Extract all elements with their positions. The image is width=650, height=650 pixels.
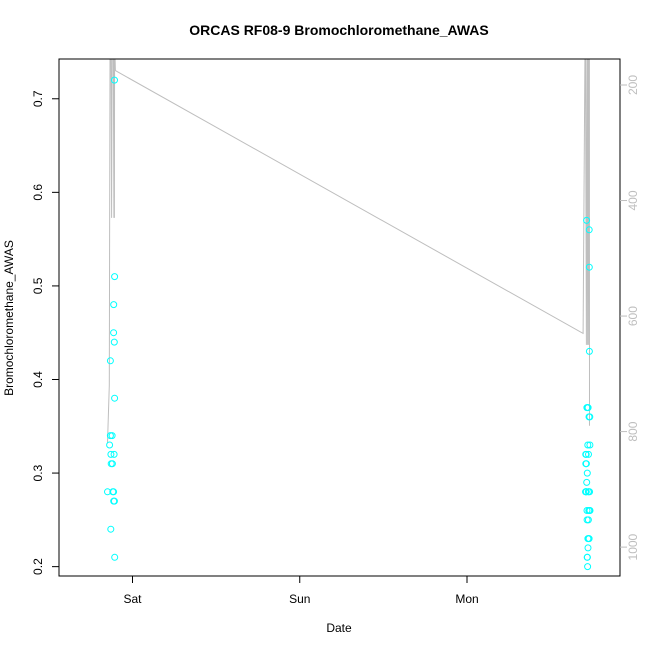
data-point bbox=[586, 441, 594, 449]
data-point bbox=[584, 544, 592, 552]
data-point bbox=[110, 338, 118, 346]
data-point bbox=[582, 488, 590, 496]
data-point bbox=[586, 413, 594, 421]
data-point bbox=[108, 432, 116, 440]
points-layer bbox=[104, 76, 594, 571]
y2-tick-label: 1000 bbox=[626, 533, 640, 560]
data-point bbox=[107, 450, 115, 458]
data-point bbox=[106, 441, 114, 449]
data-point bbox=[111, 394, 119, 402]
data-point bbox=[585, 263, 593, 271]
y2-tick-label: 200 bbox=[626, 75, 640, 95]
data-point bbox=[585, 450, 592, 458]
y-axis-label: Bromochloromethane_AWAS bbox=[2, 240, 16, 396]
data-point bbox=[583, 478, 591, 486]
data-point bbox=[108, 460, 116, 468]
y2-tick-label: 400 bbox=[626, 190, 640, 210]
data-point bbox=[586, 507, 594, 514]
data-point bbox=[582, 460, 590, 468]
x-tick-label: Sun bbox=[289, 592, 310, 606]
y-tick-label: 0.7 bbox=[31, 90, 45, 107]
y-tick-label: 0.3 bbox=[31, 464, 45, 481]
y-tick-label: 0.6 bbox=[31, 184, 45, 201]
data-point bbox=[110, 329, 118, 337]
x-axis-label: Date bbox=[326, 621, 352, 635]
data-point bbox=[584, 516, 592, 524]
y-tick-label: 0.4 bbox=[31, 371, 45, 388]
data-point bbox=[584, 563, 592, 571]
data-point bbox=[111, 553, 119, 561]
data-point bbox=[585, 535, 593, 543]
data-point bbox=[111, 76, 118, 84]
data-point bbox=[583, 216, 591, 224]
data-point bbox=[110, 301, 118, 309]
plot-frame bbox=[58, 58, 621, 577]
y2-tick-label: 600 bbox=[626, 306, 640, 326]
y2-axis: 200 400 600 800 1000 bbox=[620, 75, 640, 560]
chart-title: ORCAS RF08-9 Bromochloromethane_AWAS bbox=[189, 22, 489, 38]
data-point bbox=[583, 469, 591, 477]
y-tick-label: 0.5 bbox=[31, 277, 45, 294]
x-tick-label: Mon bbox=[455, 592, 478, 606]
data-point bbox=[586, 488, 594, 496]
data-point bbox=[583, 553, 591, 561]
data-point bbox=[110, 450, 118, 458]
data-point bbox=[110, 488, 118, 496]
data-point bbox=[584, 404, 592, 412]
data-point bbox=[111, 273, 119, 281]
y-tick-label: 0.2 bbox=[31, 558, 45, 575]
x-tick-label: Sat bbox=[123, 592, 142, 606]
data-point bbox=[107, 525, 115, 533]
data-point bbox=[585, 347, 593, 355]
y2-tick-label: 800 bbox=[626, 421, 640, 441]
data-point bbox=[106, 357, 114, 365]
y-axis: 0.2 0.3 0.4 0.5 0.6 0.7 bbox=[31, 90, 59, 575]
data-point bbox=[584, 441, 592, 449]
data-point bbox=[110, 497, 118, 505]
data-point bbox=[582, 450, 590, 458]
x-axis: Sat Sun Mon bbox=[123, 576, 479, 606]
data-point bbox=[585, 226, 593, 234]
